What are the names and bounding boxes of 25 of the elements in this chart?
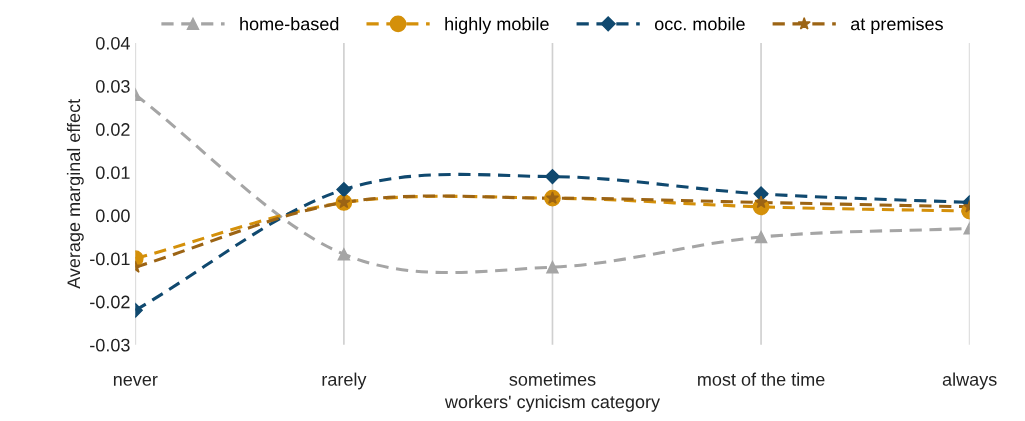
legend-label: highly mobile bbox=[445, 17, 549, 34]
point bbox=[754, 195, 768, 209]
x-tick-label: rarely bbox=[322, 372, 367, 390]
legend-label: at premises bbox=[851, 17, 943, 34]
point bbox=[336, 181, 352, 198]
point bbox=[337, 247, 351, 261]
y-tick-label: -0.01 bbox=[90, 252, 130, 266]
y-tick-label: 0.00 bbox=[96, 209, 130, 223]
x-tick-label: never bbox=[113, 375, 158, 386]
y-tick-label: 0.01 bbox=[96, 166, 130, 180]
point bbox=[544, 169, 561, 185]
y-tick-label: 0.04 bbox=[96, 36, 130, 50]
y-tick-label: -0.02 bbox=[90, 295, 130, 309]
x-tick-label: most of the time bbox=[698, 372, 825, 386]
point bbox=[754, 230, 768, 244]
x-tick-label: always bbox=[942, 372, 997, 390]
y-tick-label: 0.03 bbox=[96, 80, 130, 93]
legend-label: home-based bbox=[240, 17, 339, 31]
legend-label: occ. mobile bbox=[654, 17, 745, 31]
y-tick-label: 0.02 bbox=[96, 123, 130, 136]
y-tick-label: -0.03 bbox=[90, 338, 130, 352]
x-axis-title: workers' cynicism category bbox=[444, 394, 661, 412]
y-axis-title: Average marginal effect bbox=[66, 98, 84, 289]
point bbox=[546, 260, 559, 274]
x-tick-label: sometimes bbox=[509, 372, 596, 386]
